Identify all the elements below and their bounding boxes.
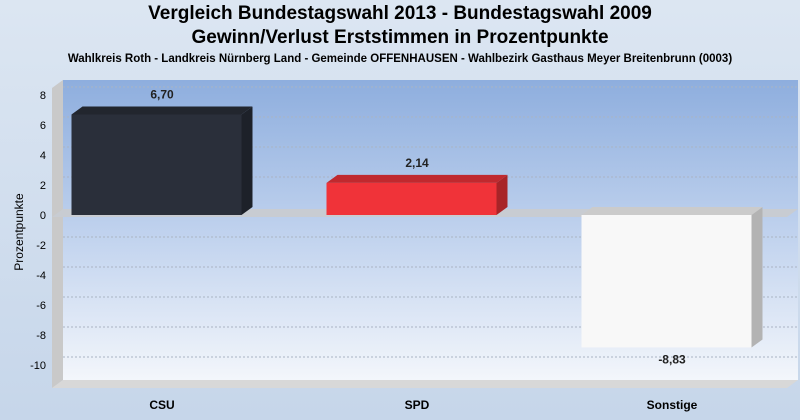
x-tick-label: CSU <box>149 398 174 412</box>
bar-side <box>496 174 508 215</box>
bar-front <box>326 182 497 215</box>
x-tick-label: Sonstige <box>647 398 698 412</box>
chart-title-line2: Gewinn/Verlust Erststimmen in Prozentpun… <box>191 27 609 48</box>
bar-front <box>71 114 242 215</box>
y-tick-label: 6 <box>40 120 46 132</box>
y-tick-label: -6 <box>36 300 46 312</box>
bar-side <box>751 207 763 348</box>
y-tick-label: 4 <box>40 150 46 162</box>
y-tick-label: -8 <box>36 330 46 342</box>
bar-sonstige <box>581 207 763 348</box>
bar-top <box>326 174 508 183</box>
y-tick-label: 0 <box>40 210 46 222</box>
y-tick-label: -2 <box>36 240 46 252</box>
plot-floor <box>52 380 798 388</box>
y-tick-label: 2 <box>40 180 46 192</box>
x-tick-label: SPD <box>405 398 430 412</box>
chart-title: Vergleich Bundestagswahl 2013 - Bundesta… <box>148 3 652 24</box>
data-label: 2,14 <box>405 156 429 170</box>
bar-top <box>71 106 253 115</box>
y-tick-label: -4 <box>36 270 46 282</box>
y-tick-label: 8 <box>40 90 46 102</box>
bar-side <box>241 106 253 215</box>
bar-front <box>581 215 752 348</box>
plot-left-wall <box>52 80 63 388</box>
data-label: -8,83 <box>658 352 686 366</box>
bar-csu <box>71 106 253 215</box>
y-tick-label: -10 <box>30 360 46 372</box>
chart-subtitle: Wahlkreis Roth - Landkreis Nürnberg Land… <box>67 53 733 65</box>
data-label: 6,70 <box>150 88 174 102</box>
bar-spd <box>326 174 508 215</box>
bar-top <box>581 207 763 215</box>
